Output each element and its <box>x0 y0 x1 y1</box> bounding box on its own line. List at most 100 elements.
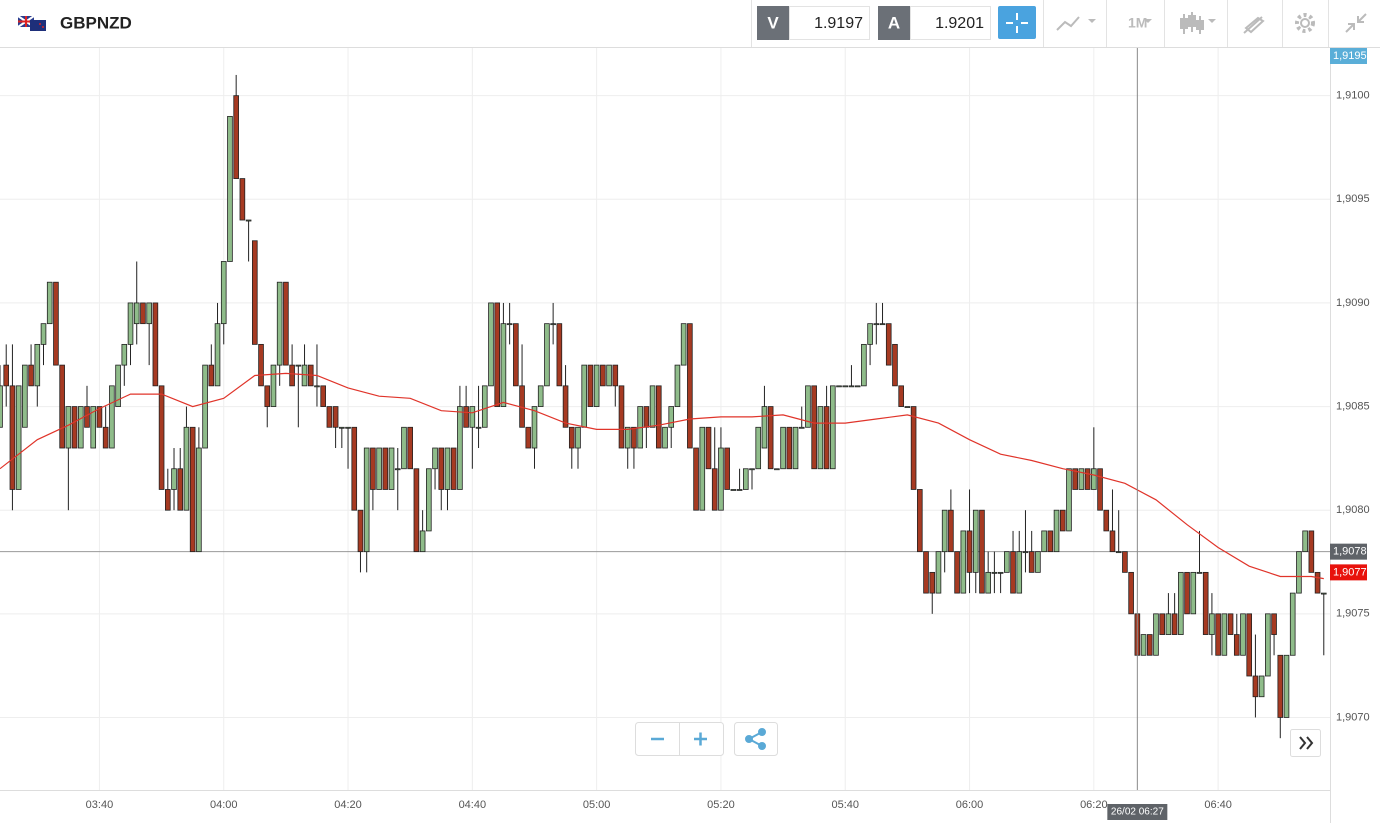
candle-body <box>438 447 445 490</box>
candle-body <box>941 509 948 553</box>
candle-body <box>525 426 532 449</box>
candle-body <box>96 406 103 428</box>
price-marker-label: 1,9195 <box>1333 50 1367 62</box>
candle-body <box>662 426 668 449</box>
candle-body <box>9 385 16 490</box>
candle-body <box>227 115 233 262</box>
candle-body <box>401 426 407 470</box>
candle-body <box>53 281 59 366</box>
candle-body <box>892 343 898 387</box>
candle-body <box>991 571 998 574</box>
candle-body <box>115 364 121 407</box>
candle-body <box>612 364 619 387</box>
buy-price-box[interactable] <box>910 6 991 40</box>
candle-body <box>382 447 389 490</box>
candle-body <box>252 240 258 345</box>
candle-body <box>674 364 681 407</box>
candle-body <box>1097 468 1103 511</box>
price-marker <box>1330 564 1367 581</box>
candle-body <box>1078 468 1085 490</box>
zoom-in-button[interactable] <box>694 732 707 746</box>
candle-body <box>351 426 358 511</box>
x-tick-label: 05:40 <box>831 799 859 811</box>
candle-body <box>189 426 196 553</box>
candle-body <box>562 385 569 428</box>
candle-body <box>1302 530 1308 553</box>
candle-body <box>276 281 283 366</box>
candle-body <box>208 364 215 387</box>
share-button[interactable] <box>734 722 778 756</box>
candle-body <box>531 406 538 449</box>
y-tick-label: 1,9080 <box>1336 504 1370 516</box>
toolbar <box>0 0 1380 47</box>
candle-body <box>1010 551 1016 594</box>
candle-body <box>202 364 208 449</box>
candle-body <box>1233 634 1240 656</box>
x-tick-label: 05:00 <box>583 799 611 811</box>
candle-body <box>668 406 675 428</box>
candle-body <box>1091 468 1097 490</box>
candle-body <box>481 385 488 428</box>
crosshair-button[interactable] <box>998 6 1036 39</box>
y-tick-label: 1,9075 <box>1336 608 1370 620</box>
candle-body <box>649 385 656 428</box>
candle-body <box>407 426 413 470</box>
buy-price: 1.9201 <box>935 15 984 32</box>
candle-body <box>780 426 786 470</box>
crosshair-icon <box>1006 13 1028 33</box>
candle-body <box>370 447 376 490</box>
candle-body <box>270 364 277 407</box>
candle-body <box>320 385 326 407</box>
candle-body <box>742 468 749 490</box>
y-tick-label: 1,9085 <box>1336 400 1370 412</box>
candle-body <box>140 302 146 325</box>
candle-body <box>245 219 252 222</box>
candle-body <box>836 385 842 388</box>
sell-price-box[interactable] <box>789 6 870 40</box>
candle-body <box>798 426 805 429</box>
timeframe[interactable]: 1M <box>1128 15 1147 31</box>
candle-body <box>736 489 743 491</box>
candle-body <box>693 447 699 511</box>
candle-body <box>1053 509 1060 553</box>
candle-body <box>0 385 3 428</box>
buy-button[interactable] <box>878 6 910 40</box>
candle-body <box>357 509 364 553</box>
candle-body <box>1035 551 1041 573</box>
candle-body <box>1258 675 1265 698</box>
candle-body <box>960 530 967 594</box>
candle-body <box>239 178 246 221</box>
candle-body <box>46 281 53 325</box>
y-tick-label: 1,9095 <box>1336 193 1370 205</box>
candle-body <box>1041 530 1047 553</box>
candle-body <box>935 551 942 594</box>
candle-body <box>1022 551 1029 554</box>
candle-body <box>121 343 128 366</box>
candle-body <box>1004 551 1010 573</box>
candle-body <box>463 406 469 428</box>
candle-body <box>749 468 755 471</box>
price-marker-label: 1,9077 <box>1333 566 1367 578</box>
candle-body <box>867 323 873 345</box>
candle-body <box>848 385 855 388</box>
candle-body <box>873 323 880 326</box>
candle-body <box>1028 551 1035 573</box>
candle-body <box>537 385 544 407</box>
candle-body <box>823 406 830 470</box>
candle-body <box>289 364 295 387</box>
candle-body <box>786 426 793 470</box>
candle-body <box>879 323 886 326</box>
candle-body <box>1202 571 1209 635</box>
candle-body <box>885 323 892 366</box>
candle-body <box>842 385 849 388</box>
candle-body <box>1122 551 1128 573</box>
x-tick-label: 06:40 <box>1204 799 1232 811</box>
candle-body <box>929 571 936 594</box>
candle-body <box>283 281 289 366</box>
candle-body <box>817 406 824 470</box>
sell-button[interactable] <box>757 6 789 40</box>
candle-body <box>59 364 65 449</box>
candle-body <box>1072 468 1078 490</box>
candle-body <box>376 447 382 490</box>
sell-label: V <box>767 13 779 32</box>
